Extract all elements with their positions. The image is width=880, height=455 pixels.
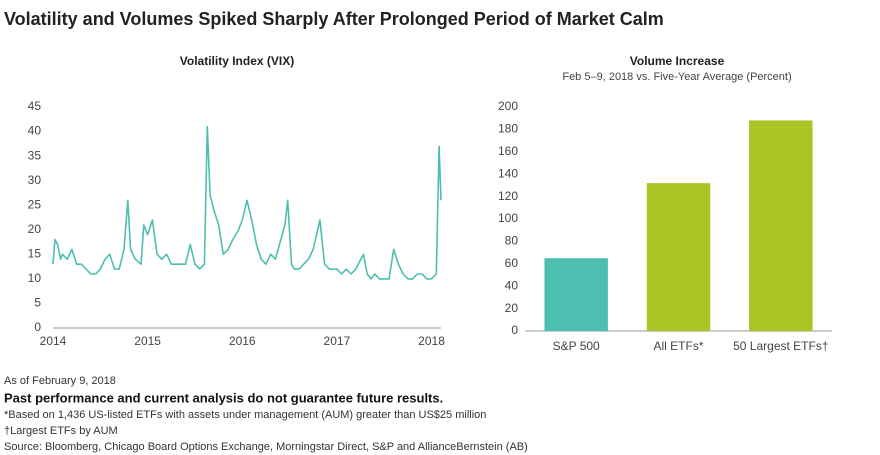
bar	[749, 120, 813, 331]
bar	[544, 258, 608, 331]
x-tick-label: 50 Largest ETFs†	[733, 339, 828, 353]
y-tick-label: 15	[28, 247, 42, 261]
line	[52, 125, 442, 280]
y-tick-label: 25	[28, 197, 42, 211]
bar	[646, 183, 711, 331]
x-tick-label: 2018	[418, 334, 445, 348]
y-tick-label: 10	[28, 271, 42, 285]
y-tick-label: 5	[34, 296, 41, 310]
note: As of February 9, 2018	[4, 375, 116, 387]
x-tick-label: 2014	[40, 334, 67, 348]
y-tick-label: 45	[28, 99, 42, 113]
y-tick-label: 180	[498, 122, 518, 136]
x-tick-label: 2015	[134, 334, 161, 348]
note: †Largest ETFs by AUM	[4, 425, 118, 437]
chart-title: Volume Increase	[630, 54, 725, 68]
y-tick-label: 40	[28, 124, 42, 138]
y-tick-label: 40	[505, 278, 519, 292]
x-tick-label: All ETFs*	[653, 339, 703, 353]
y-tick-label: 80	[505, 234, 519, 248]
y-tick-label: 100	[498, 211, 518, 225]
x-tick-label: S&P 500	[553, 339, 600, 353]
y-tick-label: 20	[505, 301, 519, 315]
x-tick-label: 2016	[229, 334, 256, 348]
y-tick-label: 120	[498, 189, 518, 203]
y-tick-label: 160	[498, 144, 518, 158]
y-tick-label: 20	[28, 222, 42, 236]
note: Past performance and current analysis do…	[4, 390, 443, 405]
y-tick-label: 0	[511, 323, 518, 337]
note: Source: Bloomberg, Chicago Board Options…	[4, 441, 528, 453]
y-tick-label: 35	[28, 148, 42, 162]
note: *Based on 1,436 US-listed ETFs with asse…	[4, 409, 486, 421]
chart-subtitle: Feb 5–9, 2018 vs. Five-Year Average (Per…	[562, 71, 791, 83]
chart-title: Volatility Index (VIX)	[180, 54, 294, 68]
page-title: Volatility and Volumes Spiked Sharply Af…	[4, 9, 664, 29]
x-tick-label: 2017	[324, 334, 351, 348]
y-tick-label: 140	[498, 166, 518, 180]
y-tick-label: 0	[34, 320, 41, 334]
y-tick-label: 30	[28, 173, 42, 187]
y-tick-label: 60	[505, 256, 519, 270]
y-tick-label: 200	[498, 99, 518, 113]
